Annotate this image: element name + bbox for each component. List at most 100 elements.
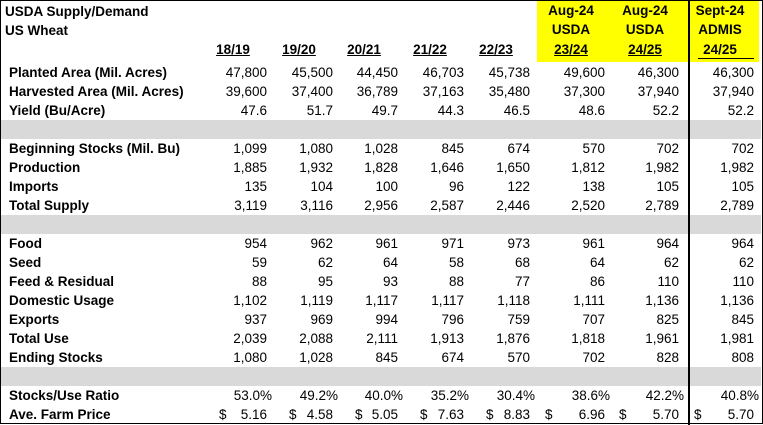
value-text: 138: [582, 179, 605, 194]
value-text: 135: [244, 179, 267, 194]
value-cell: 104: [271, 177, 333, 196]
column-header: Aug-24 USDA 24/25: [605, 1, 685, 59]
currency-symbol: $: [420, 407, 428, 422]
value-cell: 62: [271, 253, 333, 272]
value-cell: 1,650: [468, 158, 530, 177]
value-text: 1,876: [496, 331, 530, 346]
value-cell: 845: [690, 310, 754, 329]
table-row: Total Supply 3,119 3,116 2,956 2,587 2,446 2,5…: [1, 196, 761, 215]
value-text: 1,932: [299, 160, 333, 175]
value-cell: 37,940: [611, 82, 679, 101]
value-text: 39,600: [225, 84, 267, 99]
value-text: 2,789: [645, 198, 679, 213]
value-cell: 64: [537, 253, 605, 272]
value-text: 86: [589, 274, 605, 289]
value-text: 994: [375, 312, 398, 327]
value-text: 105: [731, 179, 754, 194]
value-cell: 86: [537, 272, 605, 291]
value-cell: 45,738: [468, 63, 530, 82]
value-cell: 51.7: [271, 101, 333, 120]
value-text: 845: [731, 312, 754, 327]
table-row: Feed & Residual 88 95 93 88 77 86 110 110: [1, 272, 761, 291]
row-label: Food: [9, 236, 42, 251]
value-text: 825: [656, 312, 679, 327]
value-cell: 2,789: [611, 196, 679, 215]
value-text: 100: [375, 179, 398, 194]
value-text: 110: [732, 274, 754, 289]
value-text: 1,080: [233, 350, 267, 365]
value-cell: 1,111: [537, 291, 605, 310]
value-cell: 62: [611, 253, 679, 272]
value-cell: 845: [337, 348, 398, 367]
column-header-source-date: Aug-24: [622, 3, 668, 18]
value-text: 1,080: [299, 141, 333, 156]
value-cell: 35,480: [468, 82, 530, 101]
value-text: 58: [448, 255, 464, 270]
column-header-year: 24/25: [628, 42, 662, 57]
value-cell: 796: [402, 310, 464, 329]
value-cell: 135: [201, 177, 267, 196]
column-header-source: USDA: [625, 22, 665, 37]
value-text: 1,136: [645, 293, 679, 308]
value-text: 46,300: [712, 65, 754, 80]
value-cell: 828: [611, 348, 679, 367]
value-cell: 49.2%: [271, 386, 338, 405]
column-header: 21/22: [390, 1, 470, 59]
column-header-year: 20/21: [347, 42, 381, 57]
value-text: 40.0%: [364, 388, 403, 403]
value-text: 49.2%: [299, 388, 338, 403]
row-label: Seed: [9, 255, 42, 270]
value-cell: $6.96: [537, 405, 605, 424]
value-text: 62: [663, 255, 679, 270]
value-cell: 1,117: [337, 291, 398, 310]
value-cell: 77: [468, 272, 530, 291]
value-cell: $7.63: [402, 405, 464, 424]
value-text: 59: [251, 255, 267, 270]
usda-highlight: [537, 1, 688, 62]
row-label: Imports: [9, 179, 59, 194]
row-label: Ending Stocks: [9, 350, 103, 365]
value-cell: 30.4%: [468, 386, 535, 405]
table-row: Food 954 962 961 971 973 961 964 964: [1, 234, 761, 253]
value-cell: 2,088: [271, 329, 333, 348]
value-text: 702: [731, 141, 754, 156]
row-label: Stocks/Use Ratio: [9, 388, 120, 403]
table-row: Stocks/Use Ratio 53.0% 49.2% 40.0% 35.2% 30.4…: [1, 386, 761, 405]
value-text: 95: [317, 274, 333, 289]
value-text: 37,300: [563, 84, 605, 99]
value-cell: 122: [468, 177, 530, 196]
value-cell: 37,163: [402, 82, 464, 101]
value-cell: 3,116: [271, 196, 333, 215]
value-text: 104: [310, 179, 333, 194]
value-cell: 702: [537, 348, 605, 367]
value-cell: 48.6: [537, 101, 605, 120]
value-cell: 1,982: [611, 158, 679, 177]
value-cell: 2,789: [690, 196, 754, 215]
currency-symbol: $: [486, 407, 494, 422]
value-cell: 2,520: [537, 196, 605, 215]
column-header-source: USDA: [551, 22, 591, 37]
value-cell: 1,136: [690, 291, 754, 310]
value-text: 2,446: [496, 198, 530, 213]
value-text: 45,500: [291, 65, 333, 80]
value-cell: 95: [271, 272, 333, 291]
value-text: 796: [441, 312, 464, 327]
value-text: 68: [514, 255, 530, 270]
value-text: 2,587: [430, 198, 464, 213]
value-text: 35.2%: [430, 388, 469, 403]
value-text: 40.8%: [720, 388, 759, 403]
value-cell: 570: [537, 139, 605, 158]
value-text: 51.7: [306, 103, 333, 118]
value-cell: 2,956: [337, 196, 398, 215]
value-text: 954: [244, 236, 267, 251]
value-text: 62: [738, 255, 754, 270]
value-text: 1,118: [497, 293, 530, 308]
value-text: 49,600: [563, 65, 605, 80]
value-cell: 2,039: [201, 329, 267, 348]
value-cell: 570: [468, 348, 530, 367]
value-text: 1,028: [364, 141, 398, 156]
value-cell: 47,800: [201, 63, 267, 82]
value-cell: 37,940: [690, 82, 754, 101]
value-text: 46,300: [637, 65, 679, 80]
column-header-source-date: Sept-24: [695, 3, 745, 18]
